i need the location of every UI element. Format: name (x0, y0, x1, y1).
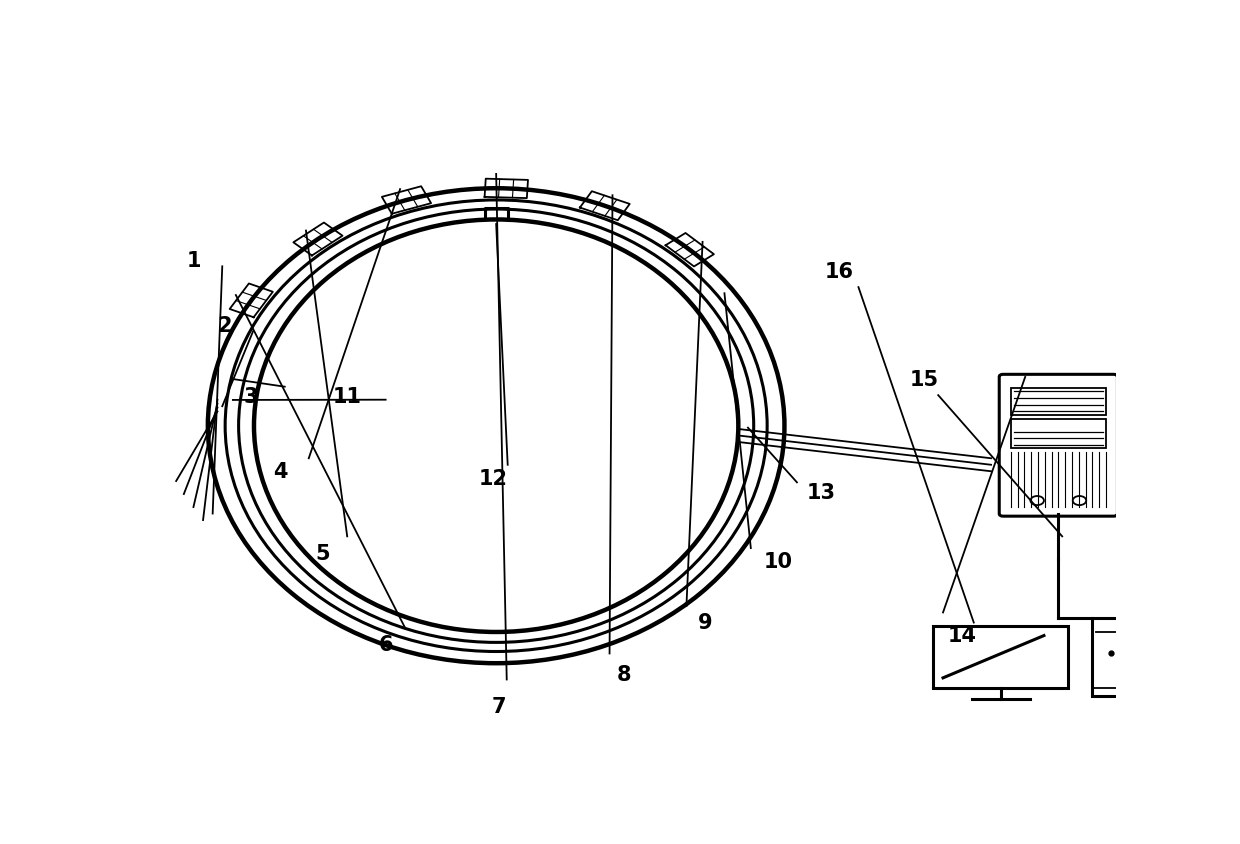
Text: 6: 6 (378, 634, 393, 654)
Text: 5: 5 (316, 543, 331, 563)
Text: 16: 16 (825, 262, 853, 282)
Text: 14: 14 (947, 625, 977, 646)
Text: 3: 3 (244, 387, 258, 407)
Text: 12: 12 (479, 468, 507, 488)
Text: 15: 15 (909, 370, 939, 389)
Text: 2: 2 (217, 316, 232, 335)
Text: 1: 1 (186, 251, 201, 270)
Text: 10: 10 (764, 551, 792, 571)
Text: 9: 9 (698, 613, 713, 632)
Text: 4: 4 (273, 462, 288, 482)
Text: 13: 13 (806, 483, 836, 502)
Text: 11: 11 (332, 387, 362, 407)
Text: 8: 8 (616, 664, 631, 684)
Text: 7: 7 (492, 695, 506, 716)
